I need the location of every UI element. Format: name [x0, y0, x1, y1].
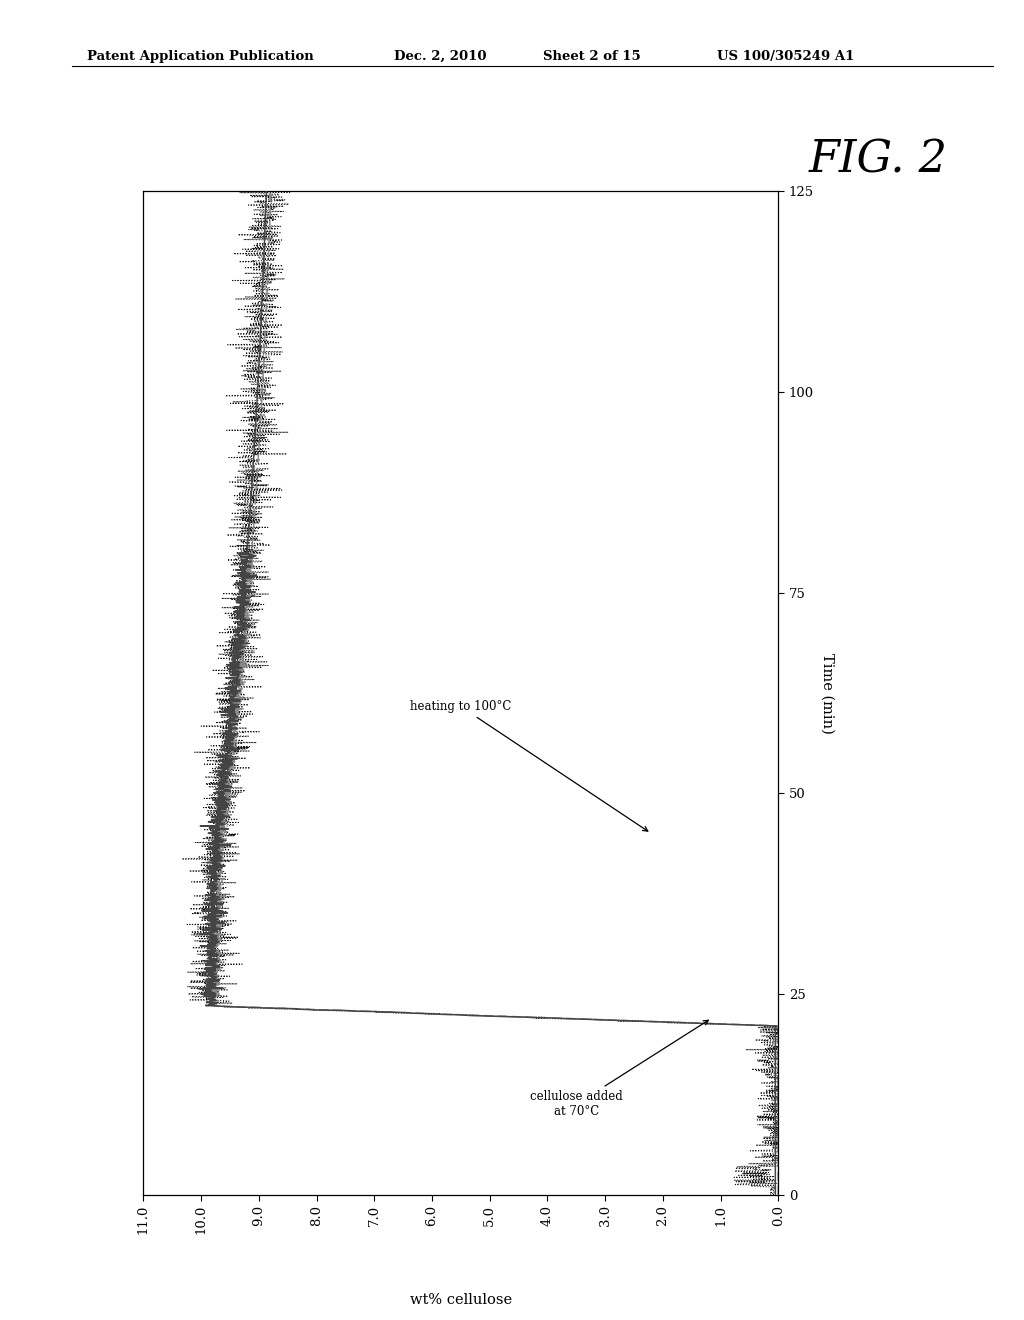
Text: Sheet 2 of 15: Sheet 2 of 15 [543, 50, 640, 63]
Least Squares [218, 797, 230, 813]
Partial Least Squares [259, 329, 271, 345]
Least Squares [769, 1166, 781, 1181]
Least Squares [234, 627, 247, 643]
Text: FIG. 2: FIG. 2 [809, 139, 948, 182]
Absorbance [255, 627, 267, 643]
Least Squares [769, 1187, 781, 1203]
Text: cellulose added
at 70°C: cellulose added at 70°C [529, 1020, 709, 1118]
Text: heating to 100°C: heating to 100°C [411, 700, 648, 832]
Least Squares [260, 183, 272, 199]
Absorbance [229, 292, 242, 308]
Least Squares [256, 292, 268, 308]
Partial Least Squares [772, 1187, 784, 1203]
Least Squares [254, 329, 266, 345]
Partial Least Squares [257, 370, 269, 385]
Absorbance [229, 797, 242, 813]
Line: Absorbance: Absorbance [182, 191, 778, 1195]
Partial Least Squares [260, 292, 272, 308]
Text: US 100/305249 A1: US 100/305249 A1 [717, 50, 854, 63]
Partial Least Squares [265, 183, 278, 199]
X-axis label: wt% cellulose: wt% cellulose [410, 1292, 512, 1307]
Y-axis label: Time (min): Time (min) [820, 652, 835, 734]
Partial Least Squares [241, 627, 253, 643]
Absorbance [233, 329, 246, 345]
Absorbance [250, 370, 262, 385]
Line: Partial Least Squares: Partial Least Squares [210, 191, 778, 1195]
Absorbance [266, 183, 279, 199]
Partial Least Squares [217, 797, 229, 813]
Text: Dec. 2, 2010: Dec. 2, 2010 [394, 50, 486, 63]
Absorbance [763, 1166, 775, 1181]
Least Squares [252, 370, 264, 385]
Text: Patent Application Publication: Patent Application Publication [87, 50, 313, 63]
Line: Least Squares: Least Squares [199, 191, 776, 1195]
Absorbance [768, 1187, 780, 1203]
Partial Least Squares [772, 1166, 784, 1181]
